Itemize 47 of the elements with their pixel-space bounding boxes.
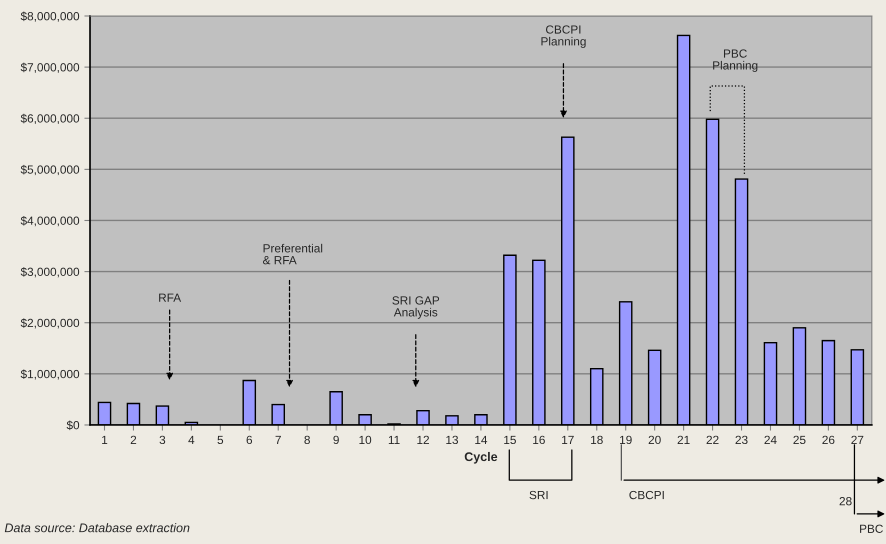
text: PBC — [860, 524, 883, 533]
x-tick-label: 26 — [822, 436, 834, 444]
x-tick-label: 5 — [218, 436, 224, 444]
x-tick-label: 1 — [102, 436, 108, 444]
source-note: Data source: Database extraction — [4, 523, 190, 532]
x-tick-label: 8 — [304, 436, 310, 444]
x-tick-label: 9 — [333, 436, 339, 444]
text: CBCPI — [629, 490, 664, 500]
x-tick-label: 25 — [793, 436, 806, 444]
x-tick-label: 15 — [504, 436, 516, 444]
x-axis-title: Cycle — [464, 452, 498, 464]
y-tick-label: $0 — [66, 420, 80, 430]
x-tick-label: 7 — [276, 436, 281, 444]
annotation: SRI GAP Analysis — [392, 296, 440, 319]
x-tick-label: 16 — [533, 436, 545, 444]
x-tick-label: 21 — [678, 436, 690, 444]
annotation: CBCPI Planning — [541, 25, 586, 48]
annotation: RFA — [159, 294, 182, 302]
annotation: Preferential & RFA — [263, 244, 322, 264]
x-tick-label: 11 — [388, 436, 400, 444]
y-tick-label: $1,000,000 — [20, 369, 80, 380]
x-tick-label: 19 — [620, 436, 632, 444]
x-tick-label: 3 — [160, 436, 166, 444]
y-tick-label: $5,000,000 — [20, 164, 80, 176]
x-tick-label: 18 — [591, 436, 603, 444]
y-tick-label: $6,000,000 — [20, 114, 80, 124]
text: 28 — [840, 496, 852, 506]
x-tick-label: 4 — [188, 436, 194, 444]
text: SRI — [530, 490, 548, 500]
x-tick-label: 6 — [246, 436, 252, 444]
x-tick-label: 10 — [359, 436, 372, 444]
x-tick-label: 17 — [562, 436, 574, 444]
y-tick-label: $3,000,000 — [20, 267, 80, 278]
y-tick-label: $8,000,000 — [20, 12, 80, 22]
y-tick-label: $2,000,000 — [20, 318, 80, 329]
x-tick-label: 14 — [475, 436, 488, 444]
x-tick-label: 22 — [706, 436, 719, 444]
x-tick-label: 13 — [446, 436, 458, 444]
x-tick-label: 27 — [851, 436, 864, 444]
x-tick-label: 24 — [764, 436, 777, 444]
x-tick-label: 2 — [130, 436, 136, 444]
x-tick-label: 12 — [417, 436, 429, 444]
y-tick-label: $4,000,000 — [20, 216, 80, 226]
x-tick-label: 20 — [648, 436, 661, 444]
x-tick-label: 23 — [736, 436, 748, 444]
annotation: PBC Planning — [713, 49, 758, 72]
y-tick-label: $7,000,000 — [20, 62, 80, 73]
